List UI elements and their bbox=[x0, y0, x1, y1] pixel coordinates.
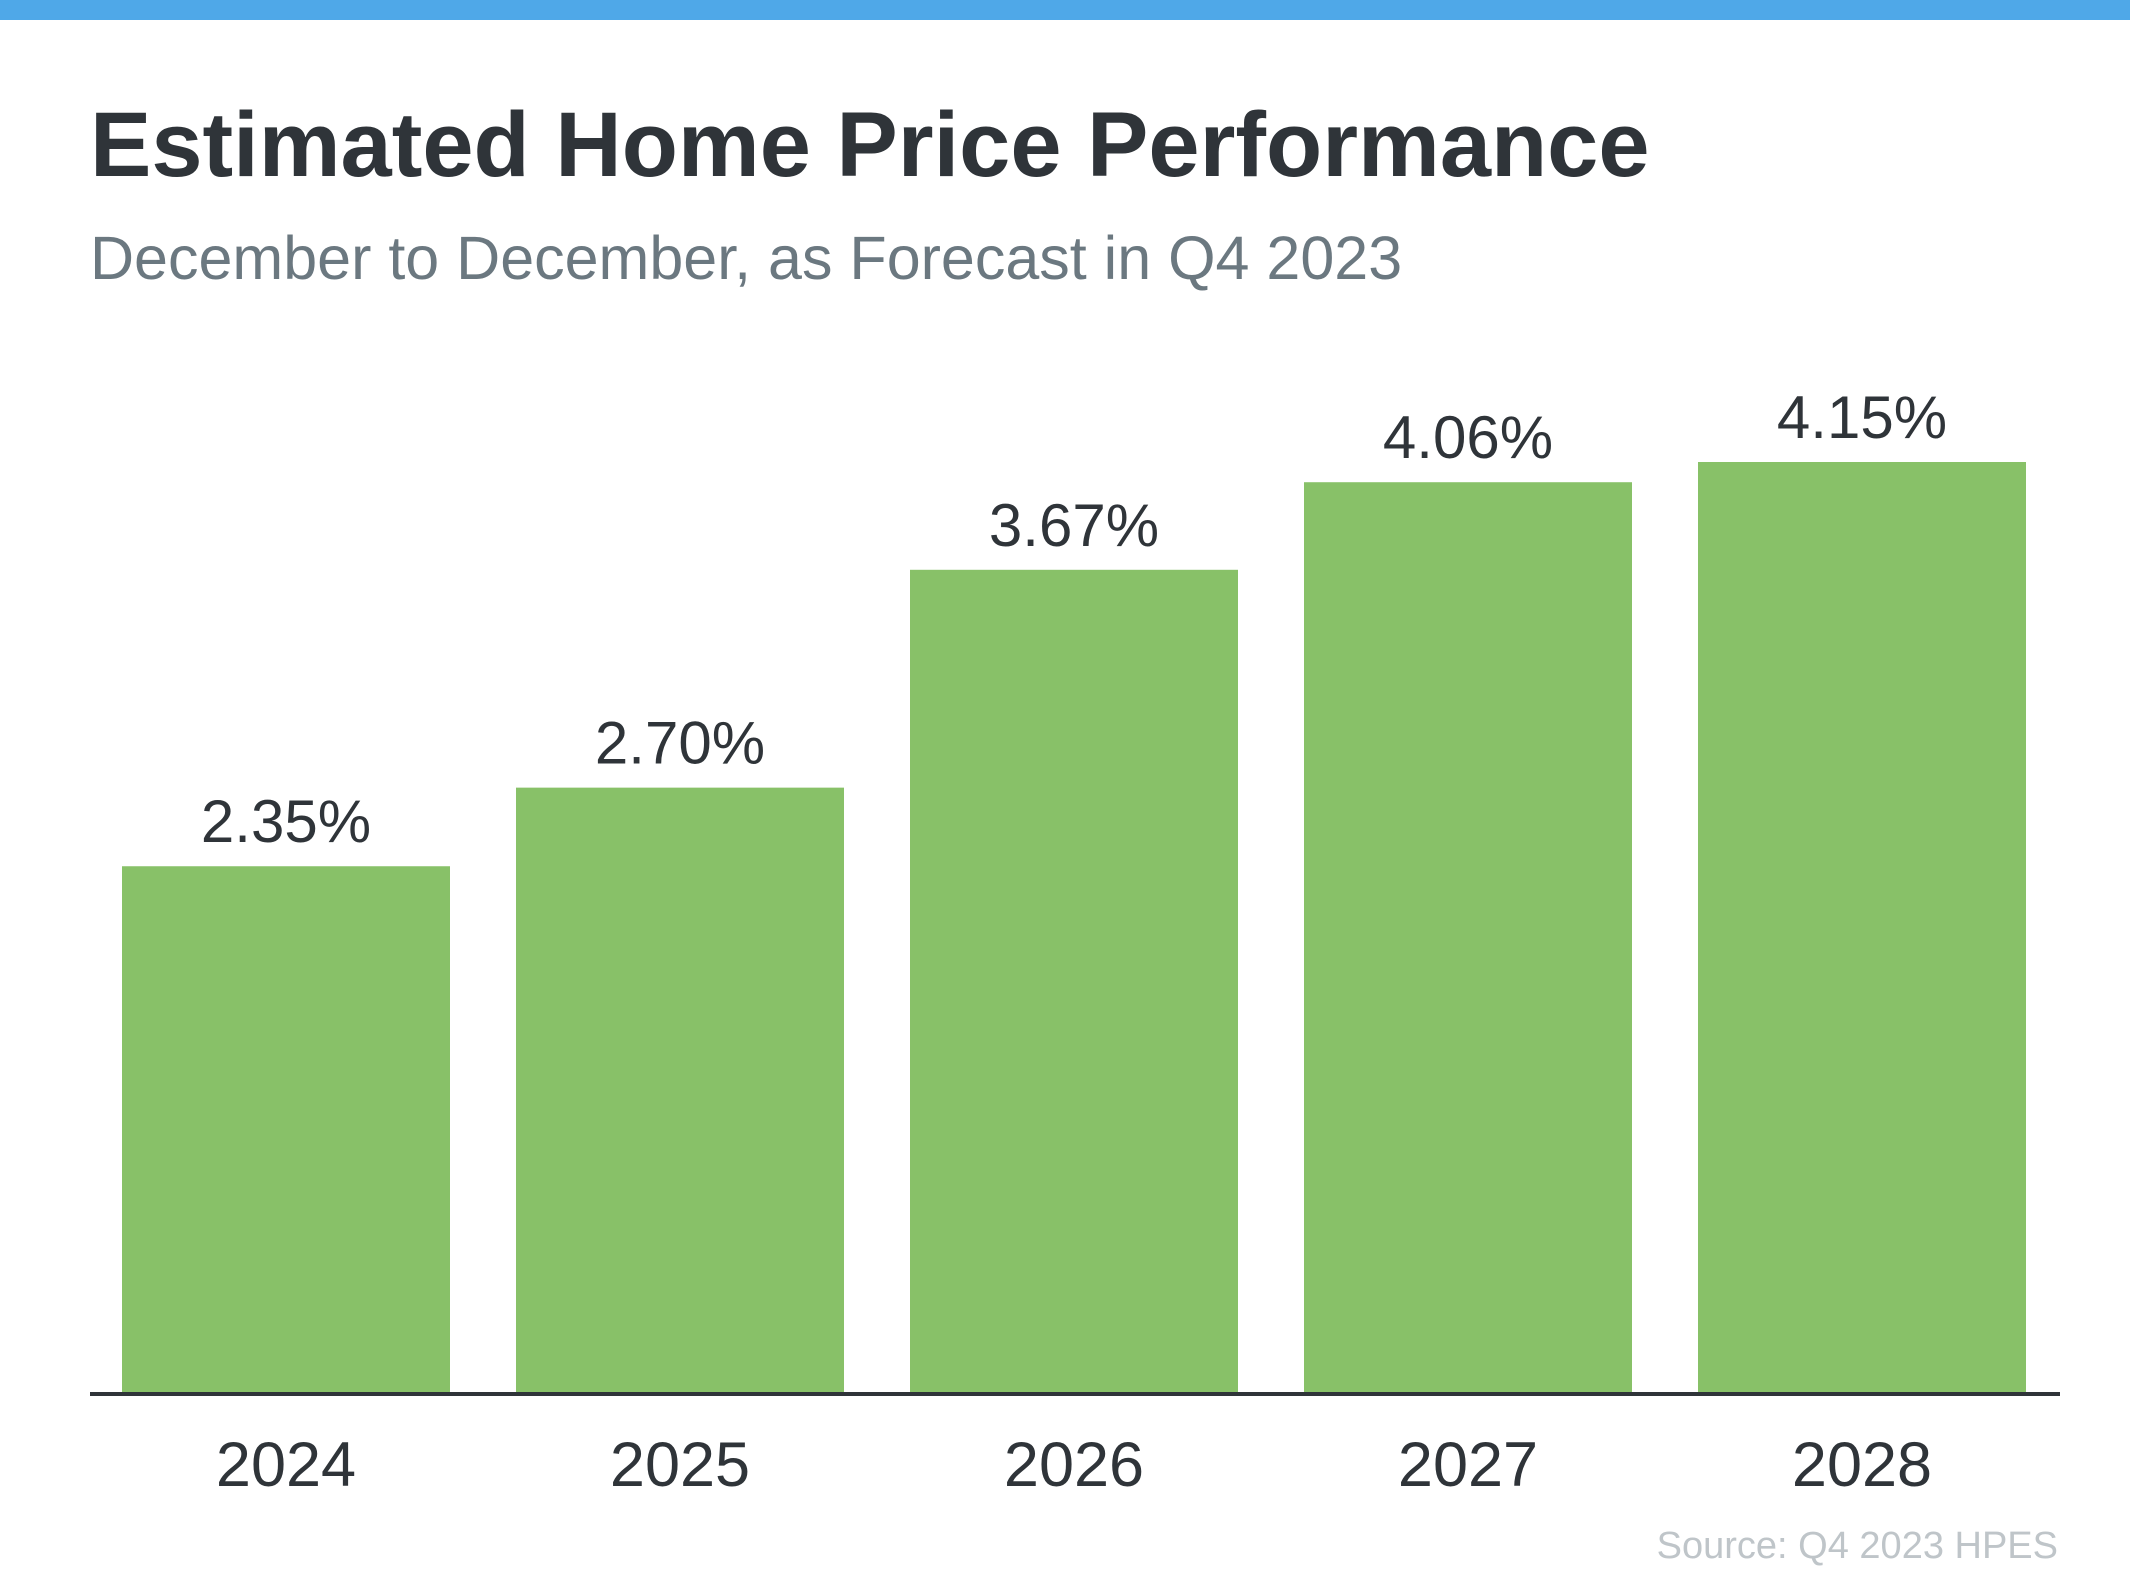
bar-2028 bbox=[1698, 462, 2026, 1394]
category-label-2025: 2025 bbox=[610, 1430, 750, 1500]
bar-2026 bbox=[910, 569, 1238, 1394]
category-label-2028: 2028 bbox=[1792, 1430, 1932, 1500]
value-label-2028: 4.15% bbox=[1777, 384, 1947, 451]
category-labels-layer: 2024 2025 2026 2027 2028 bbox=[216, 1430, 1932, 1500]
top-accent-bar bbox=[0, 0, 2130, 20]
chart-title: Estimated Home Price Performance bbox=[90, 94, 1650, 196]
value-label-2024: 2.35% bbox=[201, 788, 371, 855]
bar-2024 bbox=[122, 866, 450, 1394]
value-label-2026: 3.67% bbox=[989, 492, 1159, 559]
bar-2027 bbox=[1304, 482, 1632, 1394]
source-note: Source: Q4 2023 HPES bbox=[1656, 1525, 2058, 1567]
category-label-2024: 2024 bbox=[216, 1430, 356, 1500]
chart-subtitle: December to December, as Forecast in Q4 … bbox=[90, 224, 1403, 292]
category-label-2027: 2027 bbox=[1398, 1430, 1538, 1500]
value-label-2027: 4.06% bbox=[1383, 404, 1553, 471]
value-label-2025: 2.70% bbox=[595, 710, 765, 777]
value-labels-layer: 2.35% 2.70% 3.67% 4.06% 4.15% bbox=[201, 384, 1947, 855]
bars-layer bbox=[122, 462, 2026, 1394]
bar-2025 bbox=[516, 787, 844, 1394]
category-label-2026: 2026 bbox=[1004, 1430, 1144, 1500]
